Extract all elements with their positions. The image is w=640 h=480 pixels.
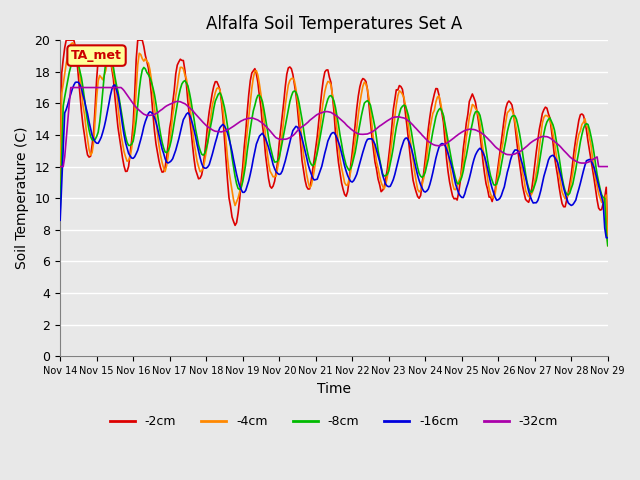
X-axis label: Time: Time	[317, 382, 351, 396]
Legend: -2cm, -4cm, -8cm, -16cm, -32cm: -2cm, -4cm, -8cm, -16cm, -32cm	[105, 410, 563, 433]
Text: TA_met: TA_met	[71, 49, 122, 62]
Y-axis label: Soil Temperature (C): Soil Temperature (C)	[15, 127, 29, 269]
Title: Alfalfa Soil Temperatures Set A: Alfalfa Soil Temperatures Set A	[206, 15, 462, 33]
